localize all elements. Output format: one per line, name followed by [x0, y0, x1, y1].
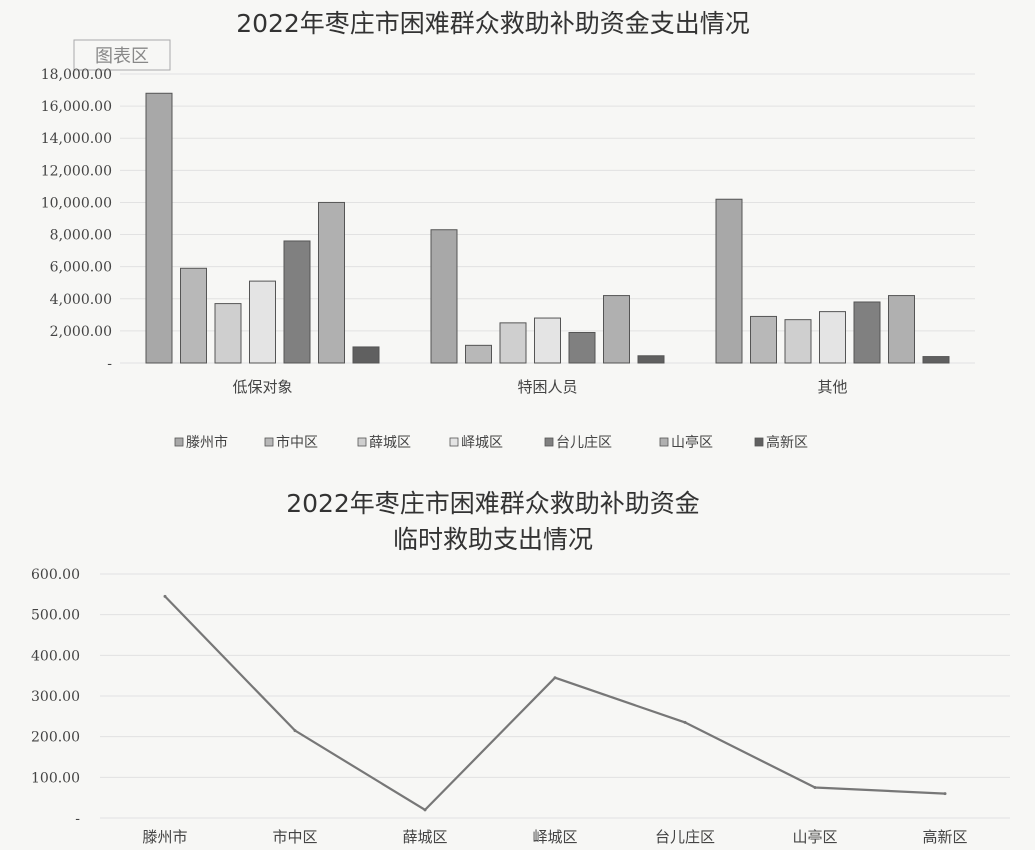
- legend-label: 市中区: [276, 434, 318, 451]
- bar: [430, 229, 458, 364]
- bar: [318, 201, 345, 364]
- y-tick-label: 2,000.00: [50, 324, 112, 340]
- y-tick-label: -: [75, 811, 80, 827]
- legend-label: 台儿庄区: [556, 434, 612, 451]
- bar: [249, 280, 276, 364]
- bar: [534, 317, 561, 364]
- data-point: [553, 676, 557, 680]
- bar: [750, 315, 777, 364]
- y-tick-label: 18,000.00: [41, 67, 112, 83]
- y-tick-label: 200.00: [31, 730, 80, 746]
- y-tick-label: 4,000.00: [50, 292, 112, 308]
- y-tick-label: 12,000.00: [41, 163, 112, 179]
- legend-swatch: [544, 437, 554, 447]
- legend-swatch: [264, 437, 274, 447]
- x-category-label: 薛城区: [402, 828, 447, 846]
- x-category-label: 市中区: [272, 828, 317, 846]
- x-category-label: 峄城区: [532, 828, 577, 846]
- bar: [145, 92, 173, 364]
- bar: [465, 344, 492, 364]
- data-point: [813, 786, 817, 789]
- line-chart-title-line-2: 临时救助支出情况: [393, 525, 593, 554]
- data-point: [163, 594, 167, 598]
- line-chart: 2022年枣庄市困难群众救助补助资金 临时救助支出情况 - 100.00 200.0…: [31, 489, 1010, 846]
- chart-area-tag: 图表区: [95, 46, 149, 67]
- legend-swatch: [174, 437, 184, 447]
- bar: [352, 346, 380, 364]
- legend-label: 山亭区: [671, 434, 713, 451]
- y-tick-label: 100.00: [31, 770, 80, 786]
- legend-label: 滕州市: [186, 434, 228, 451]
- y-tick-label: -: [107, 356, 112, 372]
- bar: [922, 356, 950, 364]
- legend-label: 薛城区: [369, 435, 411, 451]
- bar: [637, 355, 665, 364]
- legend-swatch: [659, 437, 669, 447]
- bar: [568, 331, 596, 364]
- y-tick-label: 8,000.00: [50, 228, 112, 244]
- bar: [819, 311, 846, 364]
- bar: [214, 303, 242, 364]
- legend-label: 峄城区: [461, 435, 503, 451]
- legend-swatch: [754, 437, 764, 447]
- x-category-label: 特困人员: [517, 378, 577, 396]
- bar: [180, 267, 207, 364]
- bar-chart-title: 2022年枣庄市困难群众救助补助资金支出情况: [236, 9, 750, 38]
- x-category-label: 台儿庄区: [655, 828, 715, 846]
- line-chart-title-line-1: 2022年枣庄市困难群众救助补助资金: [286, 489, 700, 518]
- data-point: [943, 792, 947, 796]
- bar-chart: 2022年枣庄市困难群众救助补助资金支出情况 图表区 - 2,000.00 4,00…: [41, 9, 975, 451]
- bar: [603, 295, 630, 364]
- bar: [283, 240, 311, 364]
- legend-swatch: [449, 437, 459, 447]
- chart-area-tag-frame: [73, 39, 171, 71]
- legend-label: 高新区: [766, 434, 808, 451]
- data-point: [293, 729, 297, 733]
- x-category-label: 其他: [817, 378, 847, 396]
- y-tick-label: 10,000.00: [41, 195, 112, 211]
- y-tick-label: 400.00: [31, 648, 80, 664]
- bar: [888, 295, 915, 364]
- y-tick-label: 16,000.00: [41, 99, 112, 115]
- x-category-label: 山亭区: [792, 828, 837, 846]
- y-tick-label: 300.00: [31, 689, 80, 705]
- x-category-label: 滕州市: [142, 828, 187, 846]
- bar: [499, 322, 527, 364]
- bar: [853, 301, 881, 364]
- legend-swatch: [357, 437, 367, 447]
- bar: [784, 319, 812, 364]
- y-tick-label: 600.00: [31, 567, 80, 583]
- y-tick-label: 6,000.00: [50, 260, 112, 276]
- y-tick-label: 500.00: [31, 608, 80, 624]
- x-category-label: 低保对象: [232, 378, 292, 396]
- data-point: [683, 720, 687, 724]
- y-tick-label: 14,000.00: [41, 131, 112, 147]
- data-point: [423, 808, 427, 812]
- series-line: [164, 595, 946, 812]
- x-category-label: 高新区: [922, 828, 967, 846]
- bar: [715, 198, 743, 364]
